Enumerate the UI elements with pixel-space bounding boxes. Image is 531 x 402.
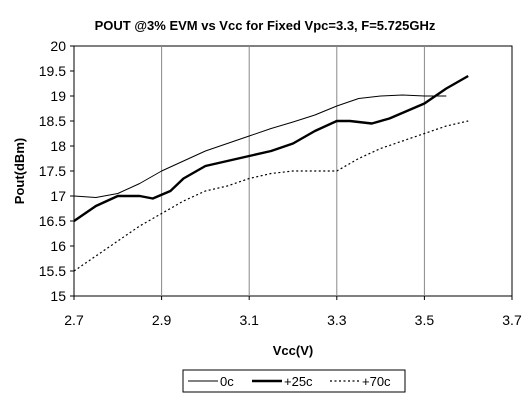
y-axis-label: Pout(dBm) bbox=[12, 138, 27, 204]
legend-box bbox=[182, 369, 406, 393]
y-tick-label: 17 bbox=[50, 188, 66, 204]
legend-label: 0c bbox=[220, 374, 234, 389]
chart-title: POUT @3% EVM vs Vcc for Fixed Vpc=3.3, F… bbox=[95, 18, 436, 33]
y-tick-label: 19 bbox=[50, 88, 66, 104]
series-line-70c bbox=[73, 120, 469, 272]
y-tick-label: 16.5 bbox=[39, 213, 66, 229]
y-tick-label: 15.5 bbox=[39, 263, 66, 279]
y-tick-label: 17.5 bbox=[39, 163, 66, 179]
legend-label: +70c bbox=[362, 374, 391, 389]
y-tick-label: 19.5 bbox=[39, 63, 66, 79]
y-tick-label: 18 bbox=[50, 138, 66, 154]
y-tick-label: 18.5 bbox=[39, 113, 66, 129]
y-tick-label: 20 bbox=[50, 38, 66, 54]
x-tick-label: 3.3 bbox=[327, 312, 347, 328]
x-tick-label: 2.9 bbox=[152, 312, 172, 328]
x-tick-label: 2.7 bbox=[64, 312, 84, 328]
legend-items: 0c +25c +70c bbox=[188, 374, 391, 389]
y-axis-ticks: 15 15.5 16 16.5 17 17.5 18 18.5 19 19.5 20 bbox=[39, 38, 74, 304]
y-tick-label: 16 bbox=[50, 238, 66, 254]
y-tick-label: 15 bbox=[50, 288, 66, 304]
series-line-25c bbox=[73, 74, 469, 222]
x-axis-ticks: 2.7 2.9 3.1 3.3 3.5 3.7 bbox=[64, 296, 522, 328]
x-axis-label: Vcc(V) bbox=[273, 343, 313, 358]
series-lines bbox=[73, 74, 469, 272]
x-tick-label: 3.5 bbox=[415, 312, 435, 328]
x-tick-label: 3.1 bbox=[239, 312, 259, 328]
x-tick-label: 3.7 bbox=[502, 312, 522, 328]
legend: 0c +25c +70c bbox=[182, 369, 406, 393]
series-line-0c bbox=[73, 94, 447, 198]
legend-label: +25c bbox=[284, 374, 313, 389]
